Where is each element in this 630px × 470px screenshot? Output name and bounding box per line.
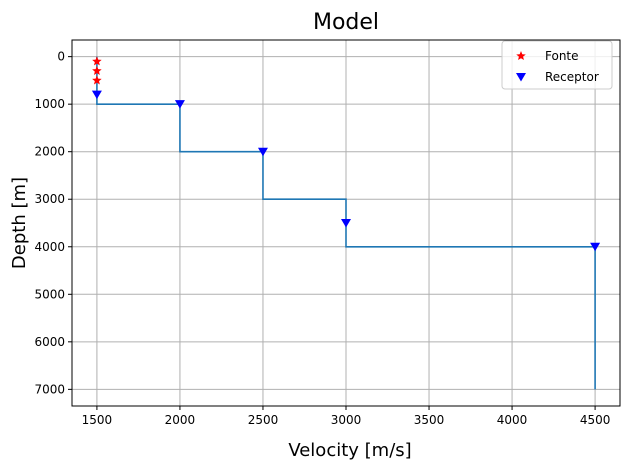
y-tick-label: 1000 [34,97,65,111]
fonte-marker [92,56,102,66]
receptor-marker [590,242,601,252]
receptor-marker [91,90,102,100]
x-axis-label: Velocity [m/s] [288,440,411,461]
chart-title: Model [313,10,379,35]
receptor-marker [341,219,351,228]
y-axis-ticks: 0 1000 2000 3000 4000 5000 6000 7000 [34,50,72,396]
y-tick-label: 0 [57,50,65,64]
legend-fonte-label: Fonte [545,49,579,63]
x-tick-label: 4500 [580,413,611,427]
velocity-profile-line [96,56,596,390]
legend-receptor-marker [516,73,526,82]
legend-box [501,40,613,90]
y-tick-label: 6000 [34,335,65,349]
x-tick-label: 2000 [165,413,196,427]
x-tick-label: 4000 [497,413,528,427]
receptor-marker [174,100,185,109]
x-tick-label: 2500 [248,413,279,427]
y-tick-label: 3000 [34,192,65,206]
y-tick-label: 7000 [34,382,65,396]
grid [72,40,620,406]
y-axis-label: Depth [m] [9,177,30,269]
profile-line [96,56,596,390]
legend-receptor-label: Receptor [545,70,599,84]
series-markers [91,56,601,252]
fonte-marker [92,75,102,85]
x-axis-ticks: 1500 2000 2500 3000 3500 4000 4500 [82,406,611,427]
legend: Fonte Receptor [501,40,613,90]
legend-fonte-marker [516,51,526,61]
receptor-marker [257,147,268,157]
fonte-marker [92,65,102,75]
y-tick-label: 2000 [34,145,65,159]
x-tick-label: 1500 [82,413,113,427]
x-tick-label: 3000 [331,413,362,427]
x-tick-label: 3500 [414,413,445,427]
y-tick-label: 4000 [34,240,65,254]
y-tick-label: 5000 [34,287,65,301]
